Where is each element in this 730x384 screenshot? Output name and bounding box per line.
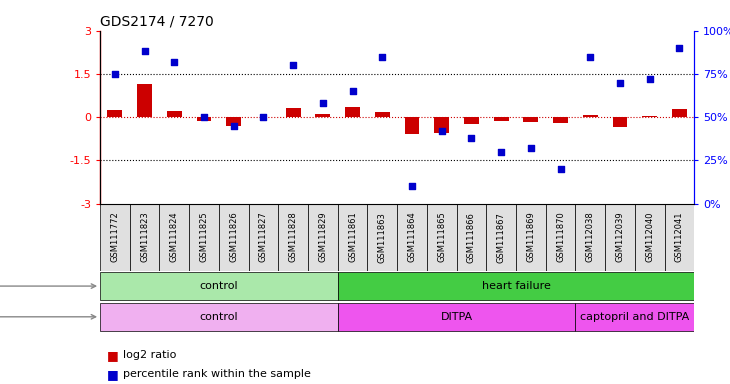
Bar [167,111,182,117]
Text: GSM111867: GSM111867 [496,212,506,263]
FancyBboxPatch shape [219,204,248,271]
Text: GSM111828: GSM111828 [288,212,298,263]
Point [525,145,537,151]
FancyBboxPatch shape [516,204,546,271]
Text: GSM111827: GSM111827 [259,212,268,263]
Text: DITPA: DITPA [440,312,472,322]
Bar [672,109,687,117]
FancyBboxPatch shape [159,204,189,271]
Point [674,45,685,51]
Bar [107,110,123,117]
Bar [374,112,390,117]
FancyBboxPatch shape [397,204,427,271]
Bar [553,117,568,124]
Point [198,114,210,120]
Point [406,183,418,189]
FancyBboxPatch shape [575,204,605,271]
FancyBboxPatch shape [338,204,367,271]
Point [436,128,447,134]
Text: ■: ■ [107,349,119,362]
Text: GSM111826: GSM111826 [229,212,238,263]
Text: GSM112038: GSM112038 [585,212,595,263]
Text: GSM111772: GSM111772 [110,212,120,263]
FancyBboxPatch shape [605,204,635,271]
Bar [285,109,301,117]
FancyBboxPatch shape [486,204,516,271]
FancyBboxPatch shape [338,303,575,331]
FancyBboxPatch shape [248,204,278,271]
Point [377,53,388,60]
FancyBboxPatch shape [338,272,694,300]
Point [555,166,566,172]
Text: GSM111869: GSM111869 [526,212,535,263]
Text: GSM111870: GSM111870 [556,212,565,263]
FancyBboxPatch shape [278,204,308,271]
FancyBboxPatch shape [367,204,397,271]
Text: captopril and DITPA: captopril and DITPA [580,312,689,322]
Text: GSM112040: GSM112040 [645,212,654,262]
Text: percentile rank within the sample: percentile rank within the sample [123,369,311,379]
Text: GSM111864: GSM111864 [407,212,417,263]
FancyBboxPatch shape [100,272,338,300]
Bar [196,117,212,121]
Text: GSM111861: GSM111861 [348,212,357,263]
Bar [493,117,509,121]
Bar [404,117,420,134]
Text: GSM112041: GSM112041 [675,212,684,262]
FancyBboxPatch shape [427,204,456,271]
Bar [523,117,538,122]
Text: GSM111823: GSM111823 [140,212,149,263]
FancyBboxPatch shape [100,204,130,271]
Text: GSM111863: GSM111863 [377,212,387,263]
Bar [137,84,152,117]
Bar [583,115,598,117]
Point [228,123,239,129]
Bar [464,117,479,124]
Point [585,53,596,60]
Bar [226,117,241,126]
Text: GSM111829: GSM111829 [318,212,327,262]
Point [317,100,328,106]
Text: control: control [199,281,238,291]
Point [109,71,120,77]
Text: log2 ratio: log2 ratio [123,350,177,360]
Bar [434,117,449,133]
Point [614,79,626,86]
Text: ■: ■ [107,368,119,381]
Text: GSM112039: GSM112039 [615,212,624,262]
Point [139,48,150,55]
Text: GSM111865: GSM111865 [437,212,446,263]
Text: disease state: disease state [0,281,96,291]
Bar [612,117,627,127]
FancyBboxPatch shape [546,204,575,271]
Point [347,88,358,94]
FancyBboxPatch shape [575,303,694,331]
Bar [642,116,657,117]
FancyBboxPatch shape [100,303,338,331]
Point [644,76,656,82]
Point [169,59,180,65]
FancyBboxPatch shape [664,204,694,271]
FancyBboxPatch shape [189,204,219,271]
FancyBboxPatch shape [456,204,486,271]
Text: GSM111825: GSM111825 [199,212,209,262]
Text: GSM111866: GSM111866 [467,212,476,263]
Text: heart failure: heart failure [482,281,550,291]
Text: agent: agent [0,312,96,322]
FancyBboxPatch shape [308,204,338,271]
Point [466,135,477,141]
Point [288,62,299,68]
Text: control: control [199,312,238,322]
FancyBboxPatch shape [635,204,664,271]
Bar [345,107,360,117]
Text: GSM111824: GSM111824 [170,212,179,262]
Bar [315,114,330,117]
Point [495,149,507,155]
Point [258,114,269,120]
Text: GDS2174 / 7270: GDS2174 / 7270 [100,14,214,28]
FancyBboxPatch shape [130,204,159,271]
